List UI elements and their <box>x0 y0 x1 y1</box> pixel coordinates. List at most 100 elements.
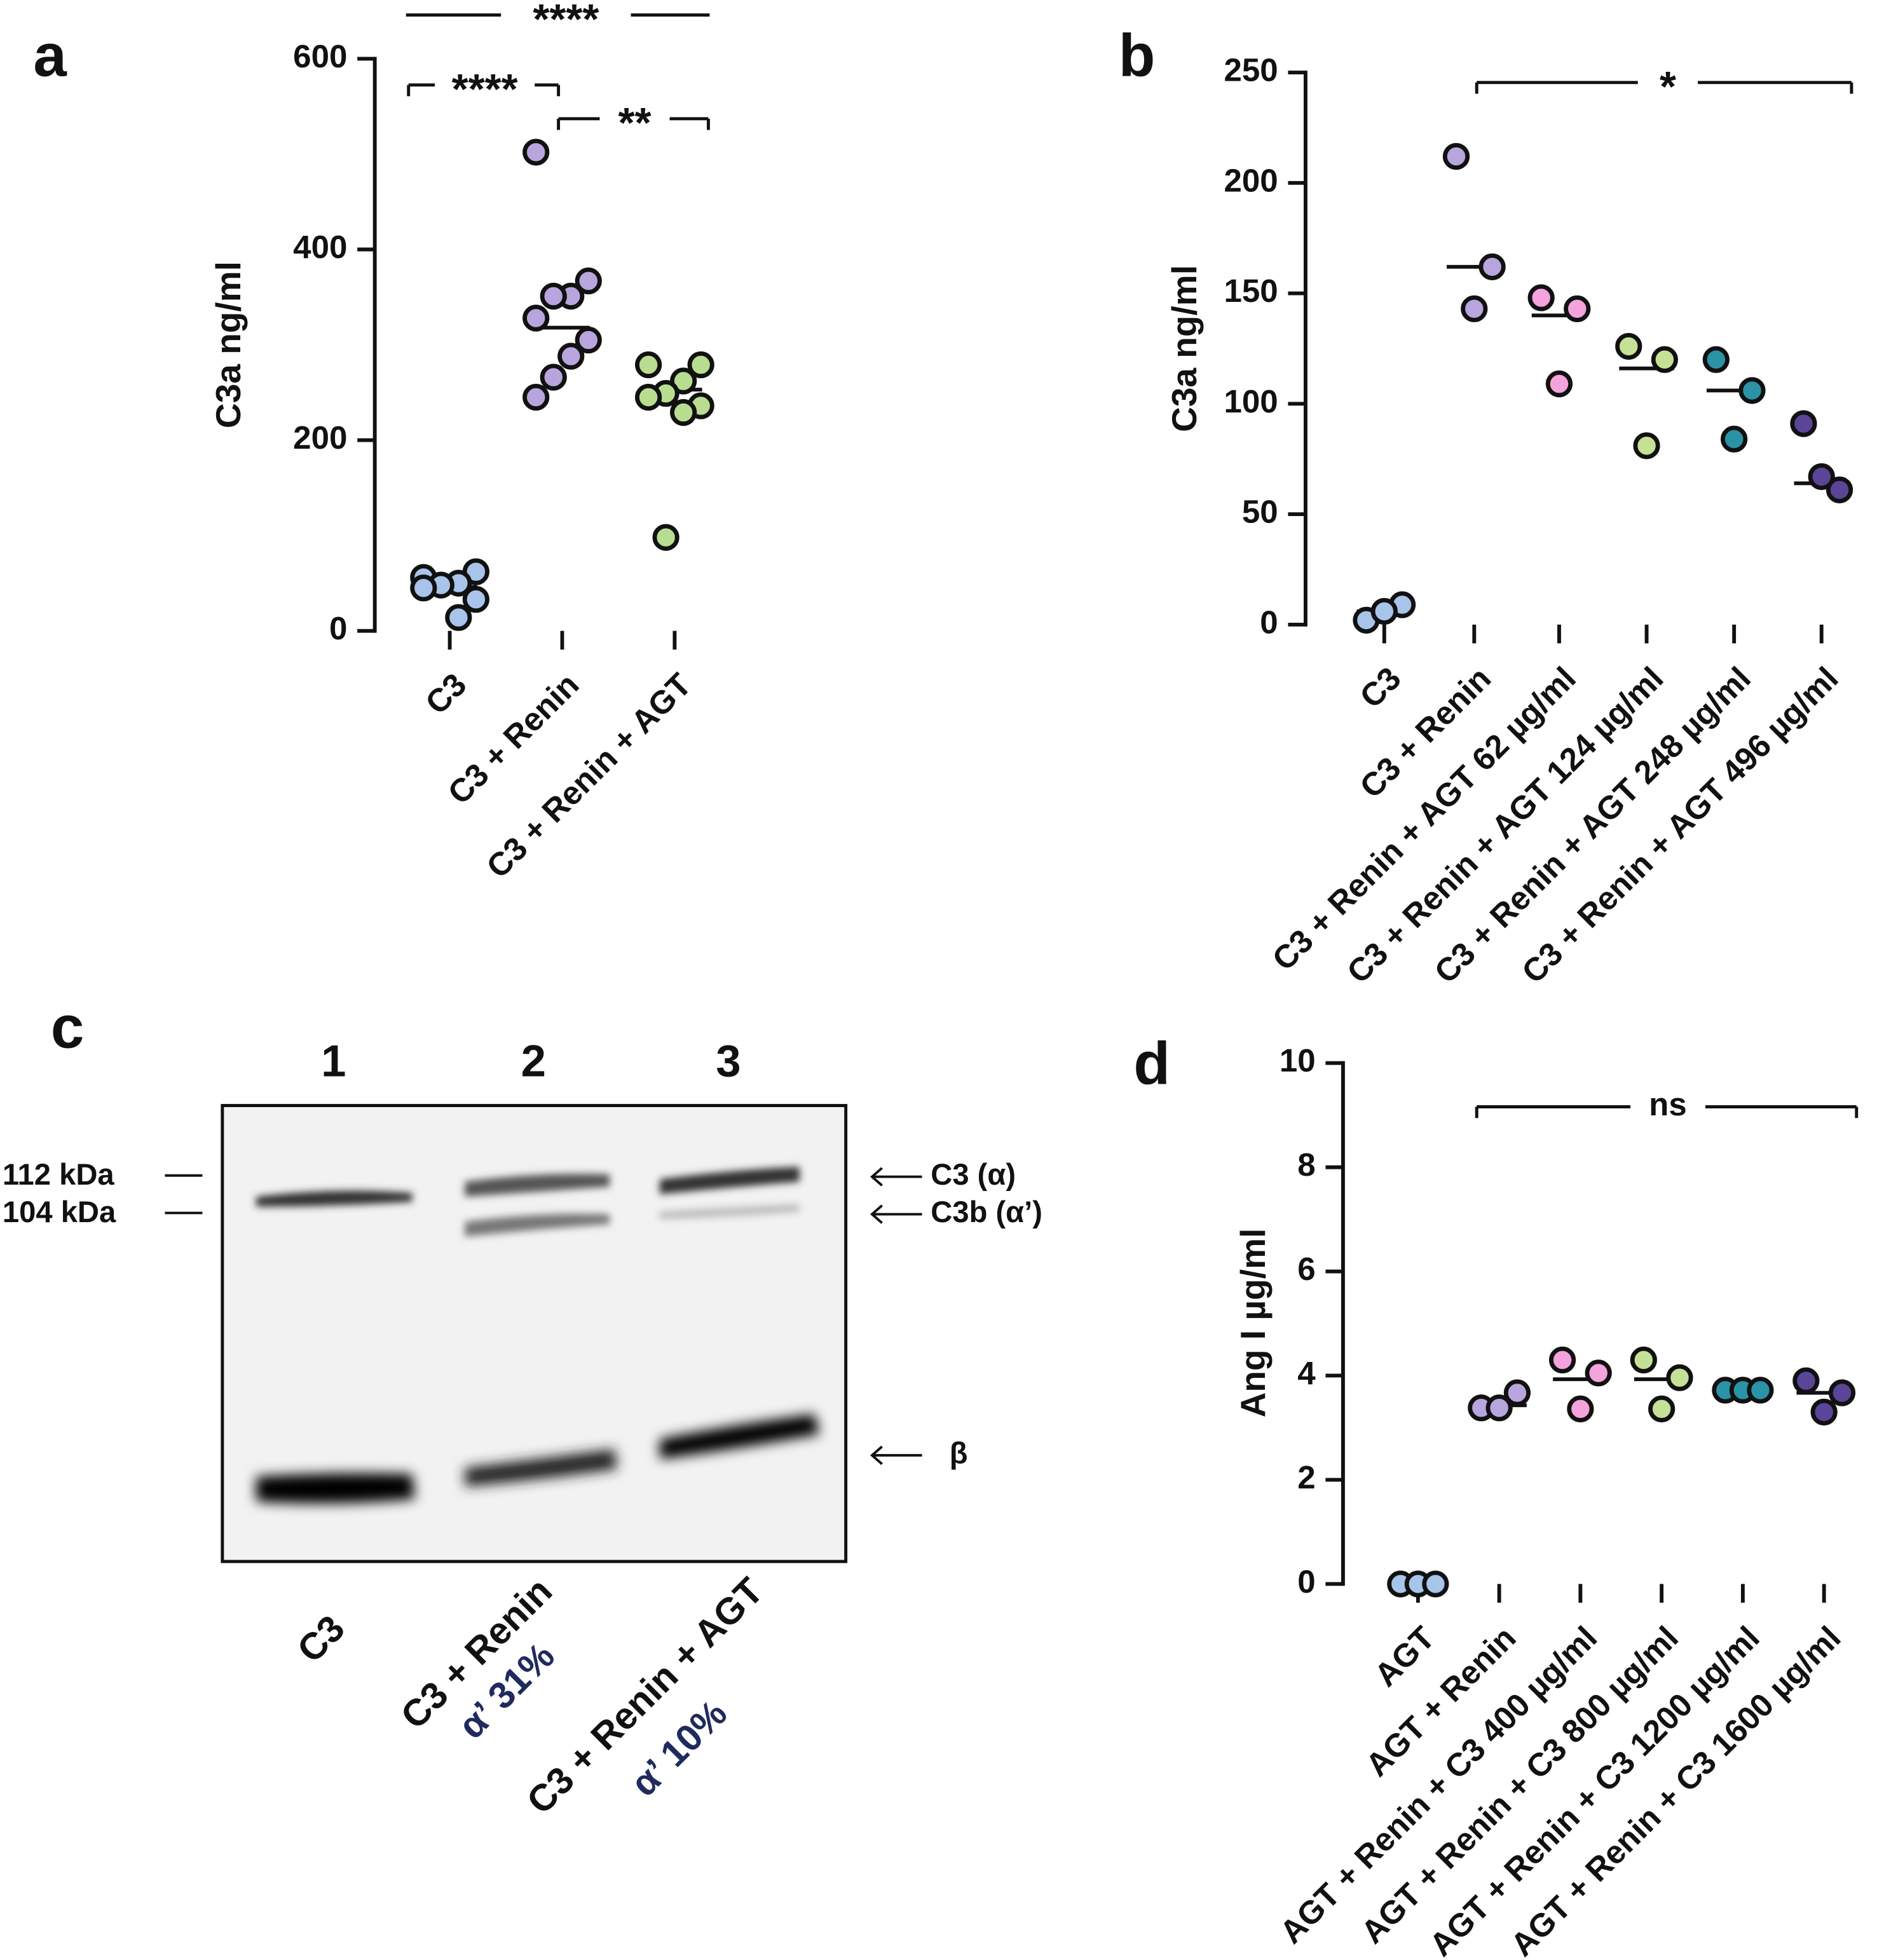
data-point <box>445 604 472 631</box>
data-point <box>1721 425 1748 453</box>
lane-number: 1 <box>321 1035 346 1085</box>
data-point <box>575 267 602 295</box>
significance-label: **** <box>452 66 518 113</box>
data-point <box>575 326 602 354</box>
data-point <box>540 282 567 310</box>
significance-label: **** <box>533 0 599 43</box>
arrow-head <box>870 1204 883 1224</box>
data-point <box>1738 377 1766 404</box>
data-point <box>652 524 679 551</box>
data-point <box>1810 1398 1838 1426</box>
blot-band <box>659 1166 800 1195</box>
y-tick-label: 8 <box>1297 1147 1315 1183</box>
lane-number: 2 <box>521 1035 546 1085</box>
x-tick-label: C3 <box>1353 660 1407 714</box>
data-point <box>670 398 697 426</box>
data-point <box>1422 1570 1449 1598</box>
x-tick-label: C3 <box>418 666 473 721</box>
data-point <box>1648 1395 1676 1423</box>
blot-band <box>659 1414 820 1459</box>
data-point <box>522 139 550 166</box>
y-tick-label: 6 <box>1297 1251 1315 1287</box>
y-tick-label: 150 <box>1224 273 1278 309</box>
data-point <box>1790 410 1817 437</box>
significance-label: ns <box>1649 1086 1687 1122</box>
y-tick-label: 10 <box>1280 1042 1316 1079</box>
y-axis-title: C3a ng/ml <box>208 261 248 428</box>
blot-band <box>659 1204 800 1220</box>
data-point <box>1503 1379 1531 1406</box>
blot-band <box>256 1473 415 1504</box>
y-tick-label: 2 <box>1297 1459 1315 1495</box>
significance-label: ** <box>618 100 651 147</box>
blot-band <box>465 1449 617 1487</box>
mw-marker: 104 kDa <box>3 1195 116 1228</box>
band-label: C3 (α) <box>931 1157 1016 1191</box>
data-point <box>1808 463 1835 491</box>
data-point <box>410 574 437 602</box>
x-tick-label: C3 + Renin + AGT 248 µg/ml <box>1428 660 1758 990</box>
data-point <box>1478 253 1506 280</box>
panel-letter: d <box>1133 1030 1170 1096</box>
significance-label: * <box>1660 64 1676 111</box>
data-point <box>1370 597 1398 625</box>
data-point <box>1585 1359 1612 1387</box>
band-label: β <box>950 1436 968 1469</box>
y-tick-label: 200 <box>293 419 347 456</box>
data-point <box>1567 1395 1594 1423</box>
data-point <box>1747 1377 1774 1404</box>
data-point <box>1548 1346 1576 1374</box>
y-tick-label: 200 <box>1224 162 1278 198</box>
data-point <box>1564 295 1591 323</box>
x-tick-label: AGT <box>1367 1619 1442 1694</box>
data-point <box>1828 1379 1856 1406</box>
blot-band <box>465 1173 610 1197</box>
y-axis-title: Ang I µg/ml <box>1233 1228 1273 1418</box>
data-point <box>1651 346 1678 373</box>
data-point <box>1826 476 1853 503</box>
y-tick-label: 400 <box>293 229 347 265</box>
data-point <box>1702 346 1730 373</box>
lane-label: C3 <box>290 1607 353 1670</box>
data-point <box>1545 370 1573 398</box>
y-tick-label: 4 <box>1297 1355 1316 1391</box>
x-tick-label: C3 + Renin + AGT <box>479 666 698 885</box>
data-point <box>522 304 550 332</box>
y-axis-title: C3a ng/ml <box>1164 265 1204 432</box>
data-point <box>540 364 567 391</box>
x-tick-label: C3 + Renin + AGT 124 µg/ml <box>1340 660 1670 990</box>
data-point <box>634 383 662 411</box>
panel-letter: c <box>51 993 84 1060</box>
data-point <box>1615 332 1642 360</box>
y-tick-label: 50 <box>1242 494 1278 530</box>
y-tick-label: 0 <box>329 610 347 646</box>
blot-band <box>465 1213 610 1237</box>
blot-band <box>256 1190 413 1207</box>
data-point <box>634 351 662 379</box>
data-point <box>1527 284 1555 311</box>
data-point <box>1792 1367 1820 1394</box>
y-tick-label: 100 <box>1224 383 1278 419</box>
data-point <box>670 367 697 395</box>
data-point <box>557 343 585 370</box>
data-point <box>462 585 489 613</box>
data-point <box>1666 1364 1693 1391</box>
y-tick-label: 250 <box>1224 52 1278 88</box>
data-point <box>1442 142 1470 170</box>
y-tick-label: 0 <box>1297 1563 1315 1600</box>
x-tick-label: C3 + Renin + AGT 496 µg/ml <box>1515 660 1845 990</box>
arrow-head <box>870 1445 883 1466</box>
data-point <box>1630 1346 1657 1374</box>
data-point <box>1461 295 1488 323</box>
lane-number: 3 <box>716 1035 741 1085</box>
band-label: C3b (α’) <box>931 1195 1042 1228</box>
data-point <box>522 383 550 411</box>
panel-letter: a <box>33 22 67 88</box>
y-tick-label: 0 <box>1260 604 1278 640</box>
data-point <box>1633 432 1660 459</box>
arrow-head <box>870 1167 883 1187</box>
data-point <box>687 351 714 379</box>
data-point <box>1485 1394 1513 1422</box>
mw-marker: 112 kDa <box>3 1157 114 1191</box>
